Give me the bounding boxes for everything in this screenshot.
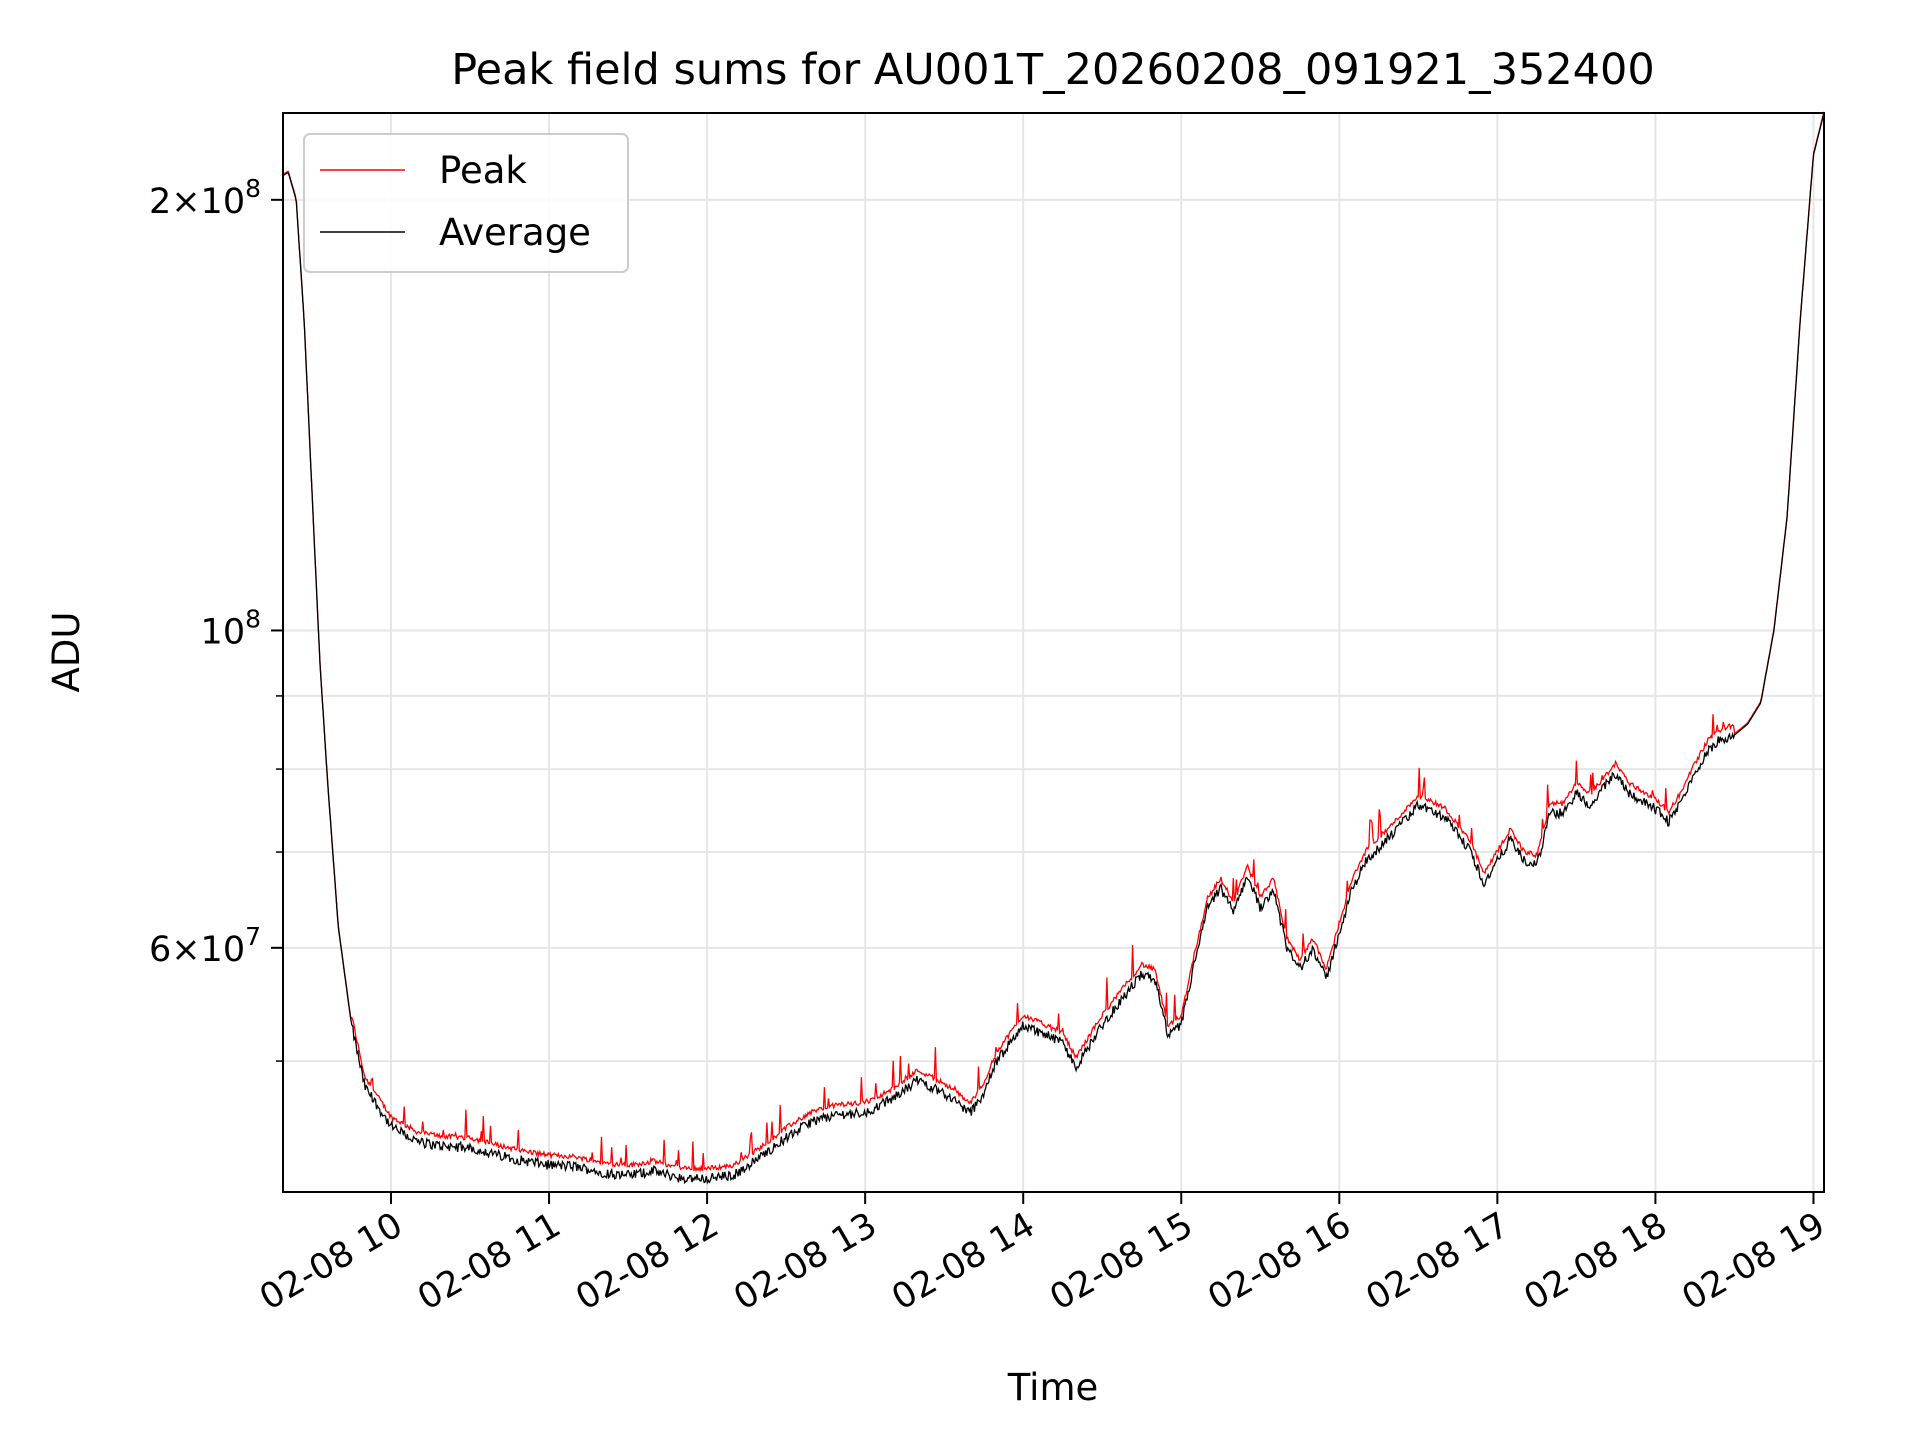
series-line-peak bbox=[282, 111, 1825, 1173]
axes: 02-08 10 02-08 11 02-08 12 02-08 13 02-08 14… bbox=[149, 174, 1832, 1319]
y-tick-base: 10 bbox=[201, 930, 246, 970]
series-area bbox=[282, 111, 1825, 1185]
x-tick-label: 02-08 11 bbox=[411, 1205, 567, 1318]
y-tick-mantissa: 2 bbox=[149, 182, 171, 222]
x-tick-label: 02-08 15 bbox=[1043, 1205, 1199, 1318]
x-tick-label: 02-08 10 bbox=[253, 1205, 409, 1318]
x-tick-label: 02-08 18 bbox=[1518, 1205, 1674, 1318]
legend: Peak Average bbox=[303, 133, 629, 273]
plot-frame bbox=[282, 112, 1825, 1193]
y-tick-label: 6×107 bbox=[149, 922, 261, 970]
x-tick-label: 02-08 14 bbox=[885, 1205, 1041, 1318]
x-axis-label: Time bbox=[1007, 1366, 1099, 1409]
y-tick-exponent: 8 bbox=[245, 174, 261, 203]
y-tick-times: × bbox=[171, 182, 200, 222]
y-tick-label: 2×108 bbox=[149, 174, 261, 222]
legend-frame bbox=[303, 133, 629, 273]
x-tick-label: 02-08 12 bbox=[569, 1205, 725, 1318]
legend-label-average: Average bbox=[439, 211, 591, 254]
x-tick-label: 02-08 16 bbox=[1202, 1205, 1358, 1318]
y-tick-times: × bbox=[171, 930, 200, 970]
x-tick-label: 02-08 13 bbox=[727, 1205, 883, 1318]
y-tick-exponent: 8 bbox=[245, 604, 261, 633]
x-tick-label: 02-08 19 bbox=[1676, 1205, 1832, 1318]
chart-title: Peak field sums for AU001T_20260208_0919… bbox=[451, 45, 1655, 95]
y-tick-mantissa: 6 bbox=[149, 930, 171, 970]
y-tick-base: 10 bbox=[201, 182, 246, 222]
legend-label-peak: Peak bbox=[439, 149, 527, 192]
y-tick-exponent: 7 bbox=[245, 922, 261, 951]
x-tick-label: 02-08 17 bbox=[1360, 1205, 1516, 1318]
y-tick-label: 108 bbox=[201, 604, 261, 652]
y-axis-label: ADU bbox=[45, 612, 88, 693]
grid bbox=[283, 113, 1824, 1192]
series-line-average bbox=[282, 112, 1825, 1185]
y-tick-base: 10 bbox=[201, 612, 246, 652]
